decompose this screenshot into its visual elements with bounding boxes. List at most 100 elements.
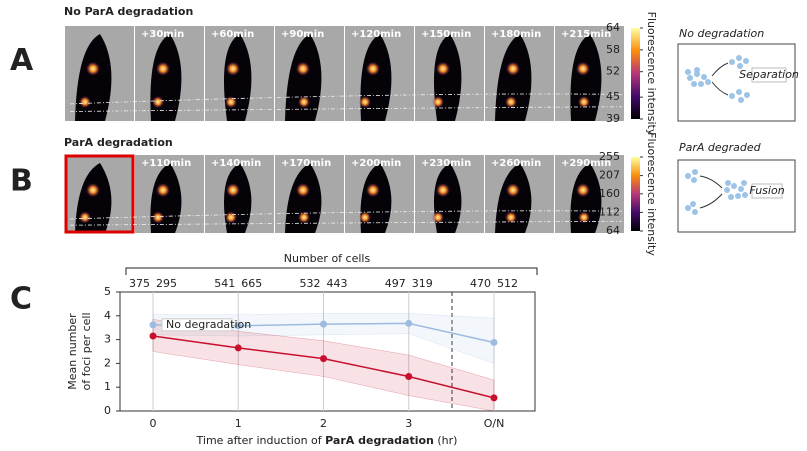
frame-time: +110min — [141, 158, 191, 169]
colorbar-tick-label: 39 — [606, 112, 620, 125]
fluorescent-focus — [436, 61, 450, 76]
label-box — [751, 183, 783, 199]
fluorescent-focus — [296, 183, 310, 198]
cell-shape — [285, 163, 322, 233]
fluorescent-focus — [576, 183, 590, 198]
fluorescent-focus — [432, 96, 444, 108]
cell-count: 295 — [156, 277, 177, 290]
frame-time: +215min — [561, 29, 611, 40]
cell-shape — [495, 163, 532, 233]
colorbar-tick-label: 58 — [606, 43, 620, 56]
error-band — [152, 319, 495, 412]
frame-time: +290min — [561, 158, 611, 169]
colorbar-tick-label: 52 — [606, 65, 620, 78]
frame-time: +150min — [421, 29, 471, 40]
frame-time: +230min — [421, 158, 471, 169]
legend-box — [161, 318, 233, 332]
frame-time: +30min — [141, 29, 184, 40]
x-axis-label-part: Time after induction of — [196, 434, 326, 447]
legend-entry: No degradation — [166, 318, 251, 331]
cell-count: 319 — [412, 277, 433, 290]
fluorescent-focus — [432, 211, 444, 224]
frame-time: +60min — [211, 29, 254, 40]
schematic-label: Fusion — [749, 184, 784, 197]
fluorescent-focus — [505, 211, 517, 224]
track-line — [69, 210, 623, 220]
cell-shape — [285, 34, 322, 121]
y-tick-label: 0 — [104, 404, 111, 417]
cell-shape — [570, 163, 602, 233]
x-tick-label: 3 — [405, 417, 412, 430]
x-axis-label-part: (hr) — [434, 434, 458, 447]
fluorescent-focus — [505, 96, 517, 108]
x-tick-label: 2 — [320, 417, 327, 430]
cell-shape — [570, 34, 602, 121]
fluorescent-focus — [366, 183, 380, 198]
x-tick-label: 1 — [235, 417, 242, 430]
fluorescent-focus — [225, 96, 237, 108]
colorbar-label: Fluorescence intensity — [645, 132, 658, 256]
cell-count: 665 — [241, 277, 262, 290]
frame-time: +170min — [281, 158, 331, 169]
data-point — [405, 319, 413, 327]
fluorescent-focus — [156, 61, 170, 76]
y-axis-label-line: Mean number — [66, 313, 79, 390]
colorbar-label: Fluorescence intensity — [645, 12, 658, 136]
y-tick-label: 4 — [104, 309, 111, 322]
frame-time: +140min — [211, 158, 261, 169]
x-axis-label: Time after induction of ParA degradation… — [196, 434, 458, 447]
y-axis-label-line: of foci per cell — [80, 313, 93, 391]
data-point — [234, 322, 242, 330]
fluorescent-focus — [436, 183, 450, 198]
data-point — [149, 321, 157, 329]
fluorescent-focus — [79, 96, 91, 108]
data-point — [405, 372, 413, 380]
fluorescent-focus — [366, 61, 380, 76]
schematic-dots — [685, 55, 750, 215]
fluorescent-focus — [296, 61, 310, 76]
y-tick-label: 3 — [104, 333, 111, 346]
fluorescent-focus — [79, 211, 91, 224]
fluorescent-focus — [359, 211, 371, 224]
colorbar-tick-label: 45 — [606, 90, 620, 103]
panel-letter: A — [10, 43, 34, 78]
data-point — [149, 332, 157, 340]
fluorescent-focus — [226, 183, 240, 198]
colorbar-tick-label: 64 — [606, 224, 620, 237]
panel-letter: C — [10, 282, 32, 317]
fluorescent-focus — [298, 211, 310, 224]
label-box — [751, 67, 787, 83]
x-tick-label: 0 — [150, 417, 157, 430]
track-line — [69, 93, 623, 105]
y-tick-label: 5 — [104, 285, 111, 298]
fluorescent-focus — [298, 96, 310, 108]
frame-time: +260min — [491, 158, 541, 169]
colorbar — [631, 157, 640, 231]
panel-letter: B — [10, 164, 33, 199]
schematic-title: No degradation — [679, 27, 764, 40]
x-tick-label: O/N — [484, 417, 505, 430]
colorbar-tick-label: 255 — [599, 150, 620, 163]
schematic-arrows — [699, 62, 729, 209]
cell-count: 512 — [497, 277, 518, 290]
fluorescent-focus — [225, 211, 237, 224]
cell-count: 497 — [385, 277, 406, 290]
data-point — [490, 338, 498, 346]
data-point — [320, 320, 327, 328]
counts-title: Number of cells — [284, 252, 371, 265]
x-axis-label-part: ParA degradation — [325, 434, 434, 447]
y-axis-label: Mean numberof foci per cell — [66, 313, 93, 391]
cell-count: 541 — [214, 277, 235, 290]
cell-count: 532 — [300, 277, 321, 290]
cell-count: 443 — [327, 277, 348, 290]
colorbar-tick-label: 160 — [599, 187, 620, 200]
colorbar-tick-label: 64 — [606, 21, 620, 34]
fluorescent-focus — [152, 211, 164, 224]
y-tick-label: 1 — [104, 380, 111, 393]
frame-time: +180min — [491, 29, 541, 40]
schematic-label: Separation — [739, 68, 799, 81]
colorbar — [631, 28, 640, 119]
fluorescent-focus — [576, 61, 590, 76]
track-line — [69, 220, 623, 226]
